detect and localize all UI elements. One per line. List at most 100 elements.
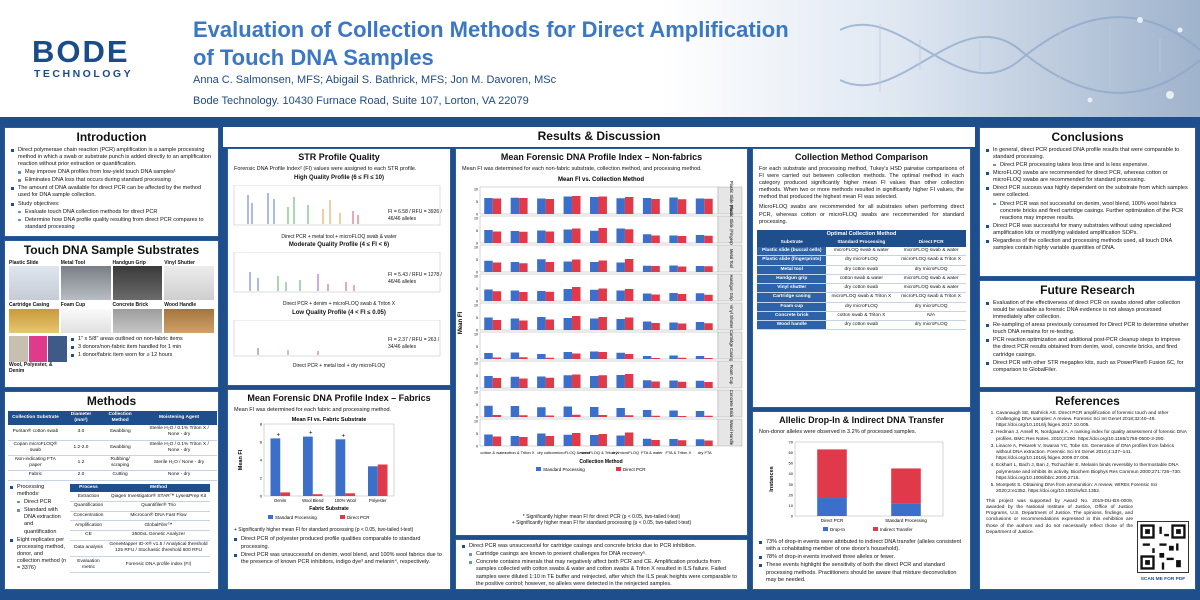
conclusion-bullet: Regardless of the collection and process… xyxy=(986,238,1189,252)
bar xyxy=(695,355,705,359)
bar xyxy=(704,381,713,388)
y-tick-label: 4 xyxy=(260,457,263,462)
bar xyxy=(545,198,555,214)
table-cell: GlobalFiler™ xyxy=(106,520,210,532)
y-tick-label: 0 xyxy=(476,270,478,274)
conclusion-bullet: Direct PCR was successful for many subst… xyxy=(986,223,1189,237)
significance-mark: + xyxy=(276,432,280,438)
facet-label: Plastic Slide (Fingerprints) xyxy=(729,205,734,254)
dna-helix-banner-image xyxy=(840,16,1200,103)
bar xyxy=(616,435,625,446)
affiliation: Bode Technology. 10430 Furnace Road, Sui… xyxy=(193,95,529,107)
bar xyxy=(669,292,678,301)
y-tick-label: 10 xyxy=(474,390,478,394)
bar xyxy=(677,381,687,388)
bar xyxy=(598,414,607,417)
reference-item: Montpetit S. Obtaining DNA from ammuniti… xyxy=(996,483,1189,495)
bar xyxy=(616,262,625,272)
substrate-label: Wood Handle xyxy=(164,302,197,309)
y-tick-label: 10 xyxy=(474,361,478,365)
table-row: Handgun grip cotton swab & water microFLOQ… xyxy=(757,274,966,285)
foam-cup-photo xyxy=(60,308,111,333)
table-row: Data analysis GeneMapper ID-X® v1.5 / Ana… xyxy=(70,540,210,558)
table-cell: Data analysis xyxy=(70,540,107,558)
bar xyxy=(510,197,520,214)
future-bullet: Re-sampling of areas previously consumed… xyxy=(986,322,1189,336)
facet-label: Metal Tool xyxy=(729,249,734,268)
intro-sub-bullet: May improve DNA profiles from low-yield … xyxy=(11,169,212,176)
bar xyxy=(572,286,581,301)
bar xyxy=(616,290,625,301)
table-cell: Microcon® DNA Fast Flow xyxy=(106,511,210,522)
bar xyxy=(642,438,652,446)
bar xyxy=(704,235,713,243)
x-tick-label: cotton & Triton X xyxy=(505,450,535,455)
conclusions-title: Conclusions xyxy=(1051,130,1124,144)
bar xyxy=(537,230,546,243)
bar xyxy=(519,291,528,301)
cartridge-casing-photo xyxy=(9,308,59,333)
logo-subtext: TECHNOLOGY xyxy=(34,68,134,80)
moderate-profile-caption: Direct PCR + denim + microFLOQ swab & Tr… xyxy=(282,301,396,308)
bar xyxy=(335,439,346,496)
bar xyxy=(695,265,705,272)
y-tick-label: 50 xyxy=(789,460,794,465)
x-axis-label: Collection Method xyxy=(579,459,622,465)
conclusions-list: In general, direct PCR produced DNA prof… xyxy=(980,147,1195,253)
process-table: Process Method Extraction Qiagen Investiga… xyxy=(70,483,210,574)
optimal-method-table: Substrate Standard Processing Direct PCR P… xyxy=(757,238,966,331)
substrates-panel: Touch DNA Sample Substrates Plastic Slid… xyxy=(4,240,219,388)
bar xyxy=(669,410,678,417)
bar xyxy=(704,266,713,272)
y-tick-label: 5 xyxy=(476,200,478,204)
substrate-note: 3 donors/non-fabric item handled for 1 m… xyxy=(71,344,183,351)
results-title: Results & Discussion xyxy=(537,129,661,143)
bar xyxy=(669,197,678,214)
optimal-method-table-wrap: Optimal Collection Method Substrate Stand… xyxy=(757,229,966,331)
x-tick-label: microFLOQ & Triton X xyxy=(579,450,619,455)
bar xyxy=(642,380,652,388)
bar xyxy=(545,377,555,388)
substrate-label: Metal Tool xyxy=(60,259,86,266)
high-profile-caption: Direct PCR + metal tool + microFLOQ swab… xyxy=(281,233,397,240)
qr-code-icon[interactable] xyxy=(1137,521,1189,573)
bar xyxy=(345,493,355,496)
bar xyxy=(492,198,502,214)
facet-label: Concrete Brick xyxy=(729,390,734,418)
chart-title: Mean FI vs. Fabric Substrate xyxy=(292,417,367,423)
y-tick-label: 2 xyxy=(260,475,263,480)
bar xyxy=(563,375,573,388)
facet-strip xyxy=(717,360,743,389)
methods-sub-bullet: Standard with DNA extraction and quantif… xyxy=(10,507,67,536)
reference-item: Hedman J, Ansell R, Nordgaard A. A ranki… xyxy=(996,430,1189,442)
substrate-photo-grid: Plastic Slide Metal Tool Handgun Grip Vi… xyxy=(5,260,218,333)
conclusion-bullet: MicroFLOQ swabs are recommended for dire… xyxy=(986,170,1189,184)
bar xyxy=(492,377,502,388)
bar xyxy=(624,229,634,243)
bar xyxy=(695,234,705,243)
inhibition-bullet: Direct PCR was unsuccessful for cartridg… xyxy=(462,543,741,550)
fabrics-intro: Mean FI was determined for each fabric a… xyxy=(234,406,392,413)
y-tick-label: 0 xyxy=(476,357,478,361)
bar xyxy=(669,438,678,446)
table-cell: Swabbing xyxy=(99,440,142,457)
fabric-fi-chart: Mean FI vs. Fabric Substrate Mean FI 0 2 4 6 8… xyxy=(238,417,395,520)
table-cell: 3.0 xyxy=(62,425,100,441)
bar xyxy=(590,375,599,388)
bar xyxy=(616,374,625,388)
table-row: Extraction Qiagen Investigator® STAR™ Lys… xyxy=(70,492,210,503)
vinyl-shutter-photo xyxy=(164,266,214,301)
bar xyxy=(537,433,546,446)
table-cell: Puritan® cotton swab xyxy=(8,425,63,441)
facet-strip xyxy=(717,389,743,418)
table-cell: Cartridge casing xyxy=(757,292,827,303)
low-quality-electropherogram xyxy=(233,319,441,356)
bar xyxy=(651,357,660,359)
table-row: Wood handle dry cotton swab dry microFLOQ xyxy=(757,320,966,331)
bar xyxy=(492,414,502,417)
bar xyxy=(270,438,281,496)
y-tick-label: 0 xyxy=(476,212,478,216)
substrate-note: 1" x 5/8" areas outlined on non-fabric i… xyxy=(71,336,183,343)
bar xyxy=(677,293,687,301)
legend-label: Direct PCR xyxy=(623,467,646,472)
